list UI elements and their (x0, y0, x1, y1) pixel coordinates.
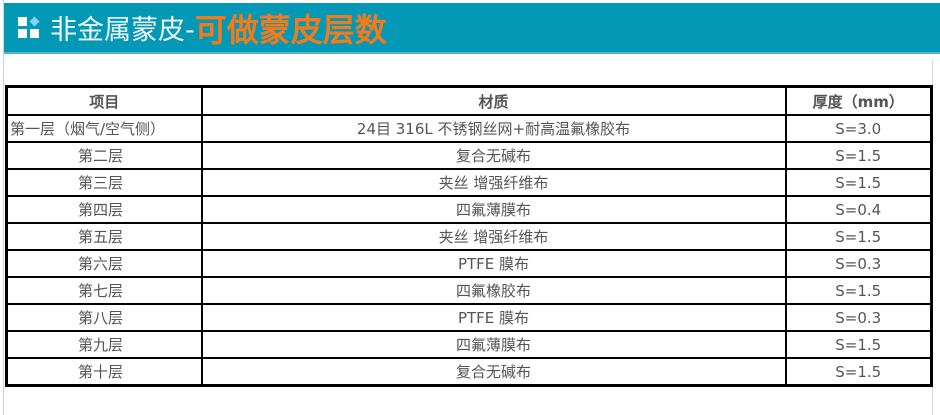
table-row: 第十层 复合无碱布 S=1.5 (5, 357, 933, 387)
title-banner: 非金属蒙皮- 可做蒙皮层数 (4, 3, 940, 54)
cell-material: 夹丝 增强纤维布 (200, 222, 787, 251)
table-row: 第一层（烟气/空气侧） 24目 316L 不锈钢丝网+耐高温氟橡胶布 S=3.0 (5, 114, 933, 143)
cell-thickness: S=3.0 (784, 114, 933, 143)
cell-thickness: S=0.3 (784, 303, 933, 332)
cell-layer: 第九层 (5, 330, 203, 359)
header-thickness: 厚度（mm） (784, 85, 933, 116)
cell-material: 夹丝 增强纤维布 (200, 168, 787, 197)
cell-thickness: S=1.5 (784, 141, 933, 170)
table-row: 第六层 PTFE 膜布 S=0.3 (5, 249, 933, 278)
cell-thickness: S=1.5 (784, 276, 933, 305)
left-border (3, 0, 4, 415)
cell-material: PTFE 膜布 (200, 249, 787, 278)
header-material: 材质 (200, 85, 787, 116)
cell-thickness: S=1.5 (784, 222, 933, 251)
cell-layer: 第六层 (5, 249, 203, 278)
cell-layer: 第三层 (5, 168, 203, 197)
table-row: 第四层 四氟薄膜布 S=0.4 (5, 195, 933, 224)
table-row: 第三层 夹丝 增强纤维布 S=1.5 (5, 168, 933, 197)
cell-layer: 第七层 (5, 276, 203, 305)
table-row: 第九层 四氟薄膜布 S=1.5 (5, 330, 933, 359)
cell-layer: 第十层 (5, 357, 203, 387)
cell-thickness: S=1.5 (784, 330, 933, 359)
cell-thickness: S=0.3 (784, 249, 933, 278)
cell-layer: 第一层（烟气/空气侧） (5, 114, 203, 143)
title-highlight: 可做蒙皮层数 (194, 10, 387, 49)
table-row: 第二层 复合无碱布 S=1.5 (5, 141, 933, 170)
table-row: 第七层 四氟橡胶布 S=1.5 (5, 276, 933, 305)
table-row: 第五层 夹丝 增强纤维布 S=1.5 (5, 222, 933, 251)
cell-layer: 第二层 (5, 141, 203, 170)
cell-material: 四氟橡胶布 (200, 276, 787, 305)
logo-icon (18, 16, 40, 39)
table-header: 项目 材质 厚度（mm） (5, 85, 933, 116)
cell-thickness: S=1.5 (784, 168, 933, 197)
header-item: 项目 (5, 85, 203, 116)
cell-layer: 第八层 (5, 303, 203, 332)
cell-thickness: S=1.5 (784, 357, 933, 387)
cell-material: 四氟薄膜布 (200, 195, 787, 224)
cell-material: 24目 316L 不锈钢丝网+耐高温氟橡胶布 (200, 114, 787, 143)
cell-material: 四氟薄膜布 (200, 330, 787, 359)
title-prefix: 非金属蒙皮- (50, 15, 195, 46)
cell-layer: 第四层 (5, 195, 203, 224)
cell-thickness: S=0.4 (784, 195, 933, 224)
layers-table: 项目 材质 厚度（mm） 第一层（烟气/空气侧） 24目 316L 不锈钢丝网+耐… (5, 85, 933, 387)
cell-material: 复合无碱布 (200, 141, 787, 170)
cell-material: PTFE 膜布 (200, 303, 787, 332)
cell-layer: 第五层 (5, 222, 203, 251)
cell-material: 复合无碱布 (200, 357, 787, 387)
table-row: 第八层 PTFE 膜布 S=0.3 (5, 303, 933, 332)
